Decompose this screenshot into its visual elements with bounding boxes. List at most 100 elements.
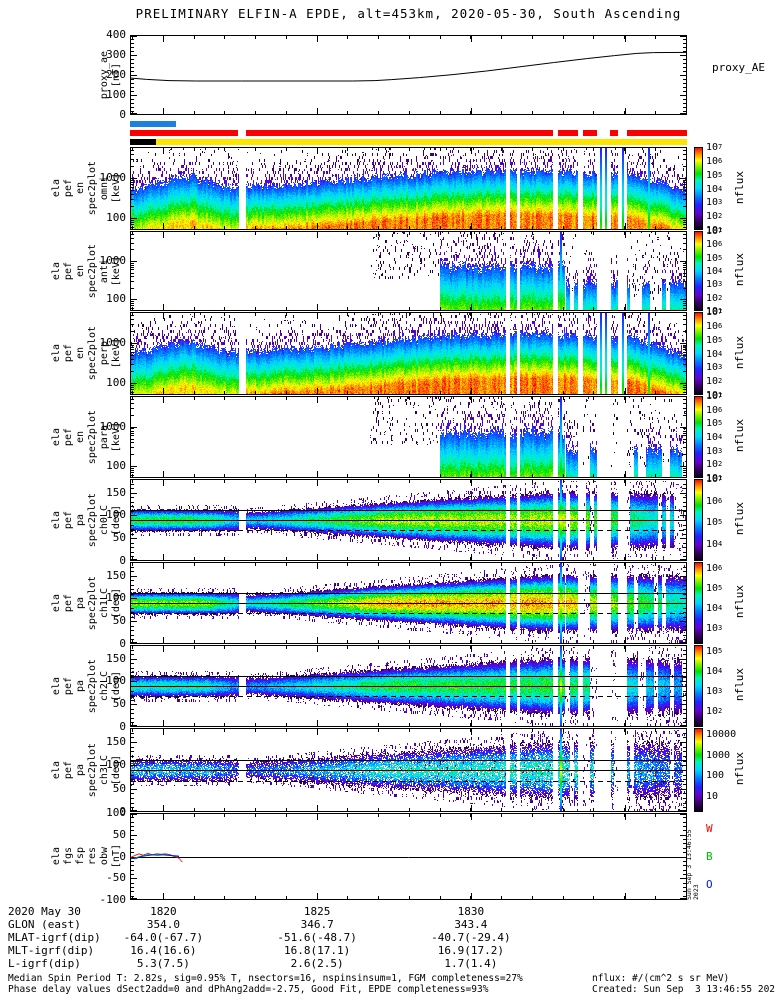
nflux-label: nflux (733, 585, 746, 619)
colorbar-tick-label: 10 4 (706, 183, 723, 195)
colorbar-tick-label: 10 7 (706, 474, 723, 485)
colorbar-tick-label: 10 6 (706, 320, 723, 332)
colorbar-axis-label: nflux (733, 171, 746, 211)
coord-row-2-label: MLT-igrf(dip) (8, 944, 95, 957)
status-bar-red (582, 130, 597, 136)
colorbar-tick-label: 10 3 (706, 197, 723, 209)
colorbar-pa_ch2LC (694, 645, 703, 727)
panel-ylabel-word: pa (75, 513, 86, 527)
coord-row-1-value: -64.0(-67.7) (123, 931, 204, 944)
coord-row-2-value: 16.4(16.6) (130, 944, 197, 957)
colorbar-tick-label: 10 4 (706, 666, 723, 677)
panel-ylabel-word: pef (63, 179, 74, 198)
footer-line-2: Phase delay values dSect2add=0 and dPhAn… (8, 984, 489, 995)
ytick-label: 100 (106, 210, 126, 224)
panel-ylabel-word: spec2plot (87, 409, 98, 465)
coord-row-0-value: 354.0 (146, 918, 180, 931)
colorbar-tick-label: 10 1 (706, 390, 723, 401)
coord-row-2-value: 16.8(17.1) (284, 944, 351, 957)
coord-row-0-value: 346.7 (300, 918, 334, 931)
ytick-label: 100 (106, 591, 126, 605)
panel-ylabel-word: ela (51, 510, 62, 530)
colorbar-tick-label: 10 5 (706, 334, 723, 346)
colorbar-tick-label: 10 5 (706, 583, 723, 594)
ytick-label: 0 (119, 108, 126, 121)
panel-ylabel-word: ela (51, 427, 62, 447)
panel-ylabel-word: ela (51, 344, 62, 363)
panel-canvas-en_omni (130, 147, 687, 230)
panel-ylabel-word: ela (51, 676, 62, 696)
ytick-label: 100 (106, 292, 126, 306)
nflux-label: nflux (733, 502, 746, 536)
footer-nflux-units: nflux: #/(cm^2 s sr MeV) (592, 973, 730, 984)
panel-canvas-pa_ch1LC (130, 562, 687, 644)
colorbar-en_perp (694, 312, 703, 395)
trace-label-B: B (706, 850, 713, 863)
status-bars (0, 0, 775, 150)
colorbar-tick-label: 10 3 (706, 445, 723, 457)
colorbar-tick-label: 1000 (706, 749, 731, 761)
coord-row-3-value: 2.6(2.5) (290, 957, 344, 970)
status-bar-red (557, 130, 578, 136)
created-timestamp-vertical: Sun Sep 3 13:46:55 2023 (684, 829, 700, 900)
colorbar-tick-label: 10 1 (706, 225, 723, 236)
colorbar-tick-label: 10 (706, 790, 719, 802)
panel-ylabel-word: pa (75, 763, 86, 777)
ytick-label: 50 (112, 614, 126, 628)
colorbar-tick-label: 10 3 (706, 623, 723, 634)
status-bar-red (610, 130, 618, 136)
colorbar-axis-label: nflux (733, 253, 746, 293)
ytick-label: 100 (106, 806, 126, 819)
panel-ylabel-word: pef (63, 760, 74, 780)
panel-canvas-pa_ch3LC (130, 728, 687, 812)
panel-ylabel-word: pef (63, 427, 74, 447)
colorbar-tick-label: 10 6 (706, 239, 723, 251)
nflux-label: nflux (733, 419, 746, 453)
ytick-label: 1000 (99, 253, 127, 267)
colorbar-tick-label: 10 7 (706, 307, 723, 318)
trace-label-W: W (706, 822, 713, 835)
colorbar-tick-label: 10 6 (706, 495, 723, 507)
ytick-label: 100 (106, 674, 126, 688)
status-bar-red (130, 130, 239, 136)
footer-created: Created: Sun Sep 3 13:46:55 2023 (592, 984, 775, 995)
panel-canvas-en_para (130, 396, 687, 478)
panel-ylabel-word: en (75, 264, 86, 278)
ytick-label: 100 (106, 459, 126, 473)
colorbar-pa_ch3LC (694, 728, 703, 812)
colorbar-tick-label: 10 1 (706, 306, 723, 317)
ytick-label: 50 (112, 697, 126, 711)
colorbar-tick-label: 10 2 (706, 376, 723, 388)
coord-row-2-value: 16.9(17.2) (437, 944, 504, 957)
nflux-label: nflux (733, 170, 746, 204)
ytick-label: 400 (106, 28, 126, 41)
status-bar-yellow (156, 139, 687, 145)
panel-ylabel-word: ela (51, 847, 62, 866)
coord-row-3-label: L-igrf(dip) (8, 957, 81, 970)
ytick-label: 300 (106, 48, 126, 61)
panel-canvas-pa_ch2LC (130, 645, 687, 727)
panel-ylabel-word: spec2plot (87, 326, 98, 381)
colorbar-tick-label: 10 5 (706, 252, 723, 264)
colorbar-en_para (694, 396, 703, 478)
colorbar-tick-label: 10 4 (706, 432, 723, 443)
colorbar-tick-label: 10 6 (706, 563, 723, 574)
colorbar-tick-label: 10 3 (706, 362, 723, 374)
panel-ylabel-word: pef (63, 344, 74, 363)
ytick-label: 0 (119, 554, 126, 567)
colorbar-axis-label: nflux (733, 336, 746, 376)
colorbar-axis-label: nflux (733, 668, 746, 708)
ytick-label: 50 (112, 781, 126, 795)
ytick-label: 200 (106, 68, 126, 81)
panel-ylabel-word: pef (63, 676, 74, 696)
colorbar-tick-label: 10 3 (706, 279, 723, 291)
ytick-label: 0 (119, 849, 126, 863)
ytick-label: 100 (106, 758, 126, 772)
nflux-label: nflux (733, 752, 746, 786)
panel-ylabel-word: en (75, 347, 86, 360)
footer-line-1: Median Spin Period T: 2.82s, sig=0.95% T… (8, 973, 523, 984)
trace-label-O: O (706, 878, 713, 891)
coord-row-1-value: -40.7(-29.4) (431, 931, 511, 944)
panel-ylabel-word: pef (63, 261, 74, 281)
